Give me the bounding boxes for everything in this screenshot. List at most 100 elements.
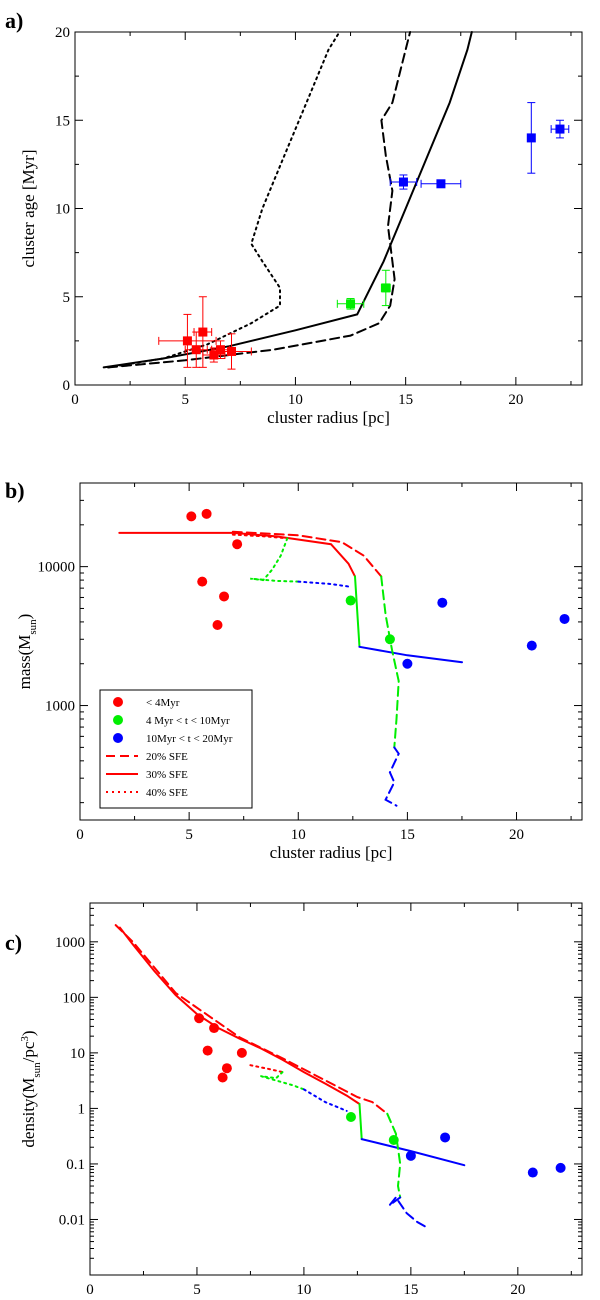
x-tick-label: 15 <box>403 1282 418 1298</box>
model-curve-dotted <box>297 580 350 588</box>
data-point-square <box>182 336 192 346</box>
legend-label: 40% SFE <box>146 787 188 799</box>
x-axis-label: cluster radius [pc] <box>270 843 393 862</box>
plot-frame <box>89 902 583 1276</box>
legend-label: 30% SFE <box>146 769 188 781</box>
model-curve-dotted <box>250 537 300 583</box>
model-curve-dashed <box>231 530 383 578</box>
model-curve-dashed <box>380 575 400 749</box>
data-point-circle <box>555 1162 566 1173</box>
data-point-square <box>215 345 225 355</box>
x-tick-label: 20 <box>510 1282 525 1298</box>
x-tick-label: 5 <box>181 392 189 408</box>
y-tick-label: 100 <box>63 990 86 1006</box>
panel-label: b) <box>5 478 25 503</box>
chart-panel-3: 0 5 10 15 20 0.01 0.1 1 10 100 1000 c) cluster radiu… <box>5 902 583 1300</box>
plot-frame <box>74 31 583 386</box>
y-tick-label: 0.1 <box>66 1157 85 1173</box>
model-curve-dotted <box>260 1071 305 1091</box>
data-point-square <box>526 133 536 143</box>
data-point-square <box>398 177 408 187</box>
model-curve-solid <box>358 1103 363 1141</box>
legend-marker <box>113 697 123 707</box>
x-tick-label: 10 <box>288 392 303 408</box>
data-point-circle <box>345 595 356 606</box>
model-curve-dashed <box>386 1112 402 1199</box>
model-curve-solid <box>118 926 361 1105</box>
y-tick-label: 20 <box>55 25 70 41</box>
chart-panel-2: 0 5 10 15 20 1000 10000 b) cluster radius [pc] ma… <box>5 478 583 862</box>
data-point-circle <box>388 1134 399 1145</box>
data-point-circle <box>437 597 448 608</box>
data-point-circle <box>232 539 243 550</box>
legend-label: 20% SFE <box>146 751 188 763</box>
model-curve-solid <box>102 31 473 369</box>
panel-label: a) <box>5 8 23 33</box>
y-tick-label: 1000 <box>45 699 75 715</box>
x-axis-label: cluster radius [pc] <box>267 408 390 427</box>
data-point-circle <box>559 613 570 624</box>
y-tick-label: 0 <box>63 378 71 394</box>
x-tick-label: 0 <box>71 392 79 408</box>
model-curve-dashed <box>107 31 412 369</box>
x-tick-label: 5 <box>185 827 193 843</box>
data-point-square <box>209 350 219 360</box>
y-tick-label: 15 <box>55 113 70 129</box>
data-point-circle <box>345 1112 356 1123</box>
x-tick-label: 0 <box>76 827 84 843</box>
data-point-square <box>436 179 446 189</box>
y-tick-label: 1 <box>78 1101 86 1117</box>
x-tick-label: 10 <box>296 1282 311 1298</box>
data-point-circle <box>212 620 223 631</box>
data-point-circle <box>527 1167 538 1178</box>
x-tick-label: 15 <box>400 827 415 843</box>
data-point-circle <box>197 576 208 587</box>
data-point-square <box>191 345 201 355</box>
plot-frame <box>79 482 583 821</box>
y-axis-label: cluster age [Myr] <box>19 149 38 267</box>
data-point-square <box>555 124 565 134</box>
x-tick-label: 20 <box>509 827 524 843</box>
data-point-circle <box>384 634 395 645</box>
model-curve-dashed <box>384 746 400 807</box>
model-curve-dotted <box>231 533 289 540</box>
data-point-square <box>381 283 391 293</box>
y-tick-label: 5 <box>63 290 71 306</box>
data-point-circle <box>202 1045 213 1056</box>
model-curve-dotted <box>302 1088 348 1112</box>
model-curve-solid <box>358 645 463 664</box>
x-tick-label: 10 <box>291 827 306 843</box>
data-point-circle <box>440 1132 451 1143</box>
data-point-square <box>198 327 208 337</box>
legend-label: 4 Myr < t < 10Myr <box>146 715 230 727</box>
data-point-circle <box>526 640 537 651</box>
x-axis-label: cluster radius (pc) <box>275 1298 398 1300</box>
legend-label: < 4Myr <box>146 697 180 709</box>
x-tick-label: 0 <box>86 1282 94 1298</box>
model-curve-dashed <box>114 924 389 1115</box>
data-point-circle <box>186 511 197 522</box>
data-point-circle <box>402 658 413 669</box>
y-tick-label: 10 <box>55 202 70 218</box>
y-tick-label: 10000 <box>38 560 76 576</box>
model-curve-dashed <box>388 1195 429 1230</box>
model-curve-dotted <box>249 1064 284 1074</box>
data-point-circle <box>209 1023 220 1034</box>
legend-marker <box>113 715 123 725</box>
data-point-square <box>227 346 237 356</box>
legend-label: 10Myr < t < 20Myr <box>146 733 233 745</box>
data-point-circle <box>217 1072 228 1083</box>
y-axis-label: mass(Msun) <box>15 614 39 690</box>
panel-label: c) <box>5 930 22 955</box>
model-curve-solid <box>118 531 356 578</box>
data-point-square <box>346 299 356 309</box>
y-tick-label: 10 <box>70 1046 85 1062</box>
data-point-circle <box>219 591 230 602</box>
model-curve-solid <box>354 575 361 647</box>
data-point-circle <box>221 1063 232 1074</box>
y-axis-label: density(Msun/pc3) <box>19 1030 43 1147</box>
x-tick-label: 5 <box>193 1282 201 1298</box>
y-tick-label: 1000 <box>55 935 85 951</box>
legend-box <box>99 689 253 809</box>
